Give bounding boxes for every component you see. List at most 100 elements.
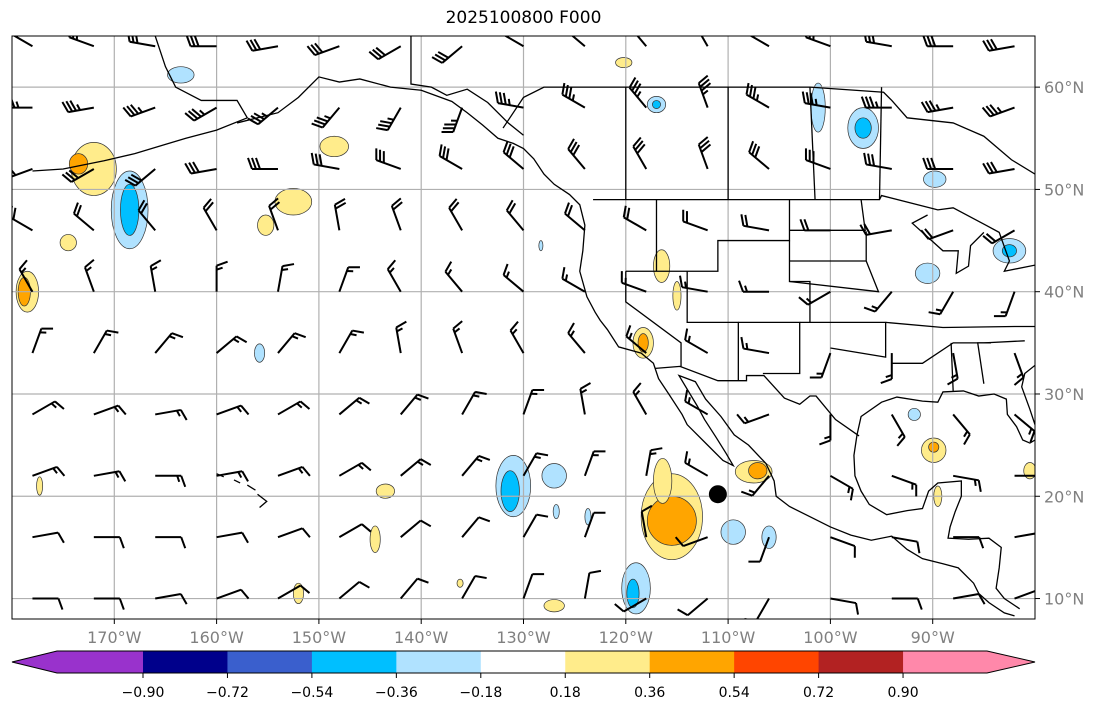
colorbar-segment bbox=[903, 651, 988, 673]
coastline bbox=[799, 321, 887, 358]
wind-barb bbox=[682, 209, 708, 232]
wind-barb bbox=[137, 199, 156, 231]
wind-barb bbox=[982, 38, 1015, 52]
wind-barb bbox=[583, 450, 606, 477]
wind-barb bbox=[494, 91, 524, 109]
wind-barb bbox=[124, 168, 156, 187]
wind-barb bbox=[564, 202, 586, 232]
lon-tick-label: 120°W bbox=[599, 628, 654, 647]
wind-barb bbox=[522, 573, 545, 599]
coastline bbox=[911, 214, 985, 275]
wind-barb bbox=[386, 259, 402, 293]
wind-barb bbox=[155, 593, 188, 605]
wind-barb bbox=[830, 597, 860, 615]
contour-region bbox=[1001, 244, 1017, 258]
contour-region bbox=[543, 599, 565, 613]
coastline bbox=[502, 86, 1035, 175]
coastline bbox=[738, 321, 801, 375]
wind-barb bbox=[399, 577, 429, 600]
wind-barb bbox=[804, 148, 831, 170]
wind-barb bbox=[628, 77, 648, 109]
wind-barb bbox=[509, 320, 525, 354]
wind-barb bbox=[155, 536, 187, 549]
wind-barb bbox=[400, 519, 432, 538]
wind-barb bbox=[740, 475, 770, 497]
wind-barb bbox=[247, 106, 279, 126]
wind-barb bbox=[72, 202, 95, 232]
wind-barb bbox=[982, 161, 1015, 175]
contour-region bbox=[167, 66, 195, 84]
wind-barb bbox=[830, 536, 856, 558]
wind-barb bbox=[395, 320, 407, 354]
wind-barb bbox=[306, 42, 340, 57]
contour-region bbox=[615, 57, 633, 69]
wind-barb bbox=[522, 513, 549, 538]
colorbar-tick-label: 0.72 bbox=[803, 685, 834, 701]
wind-barb bbox=[32, 531, 65, 544]
contour-region bbox=[1023, 462, 1035, 480]
coastline bbox=[655, 365, 860, 437]
wind-barb bbox=[804, 36, 831, 48]
wind-barb bbox=[61, 100, 95, 114]
contour-region bbox=[854, 117, 872, 139]
wind-barb bbox=[338, 580, 370, 600]
wind-barb bbox=[982, 229, 1016, 245]
contour-region bbox=[274, 188, 313, 216]
wind-barb bbox=[32, 465, 66, 477]
coastline bbox=[410, 36, 524, 136]
wind-barb bbox=[461, 390, 487, 415]
wind-barb bbox=[740, 214, 770, 232]
wind-barb bbox=[740, 336, 770, 355]
wind-barb bbox=[632, 382, 648, 415]
contour-region bbox=[626, 578, 640, 609]
wind-barb bbox=[68, 36, 95, 48]
wind-barb bbox=[819, 414, 832, 446]
lon-tick-label: 170°W bbox=[87, 628, 142, 647]
wind-barb bbox=[860, 96, 892, 109]
colorbar-segment bbox=[734, 651, 820, 673]
wind-barb bbox=[697, 74, 712, 108]
colorbar-extend-low bbox=[12, 651, 57, 673]
contour-region bbox=[59, 234, 77, 252]
colorbar-outline bbox=[11, 650, 1036, 674]
wind-barb bbox=[155, 408, 188, 421]
colorbar-tick-label: −0.54 bbox=[290, 685, 333, 701]
wind-barb bbox=[1013, 413, 1035, 443]
axis-ticks: 170°W 160°W 150°W 140°W 130°W 120°W 110°W 100°W… bbox=[87, 78, 1084, 647]
contour-region bbox=[653, 249, 671, 283]
wind-barb bbox=[640, 504, 653, 538]
contour-region bbox=[923, 170, 947, 188]
wind-barb bbox=[31, 327, 54, 354]
wind-barb bbox=[184, 106, 218, 122]
wind-barb bbox=[276, 263, 295, 292]
wind-barb bbox=[245, 38, 279, 52]
wind-barb bbox=[583, 569, 602, 599]
wind-barb bbox=[333, 198, 347, 231]
wind-barb bbox=[993, 291, 1016, 318]
wind-barb bbox=[376, 107, 402, 132]
wind-barb bbox=[438, 144, 463, 170]
wind-barb bbox=[798, 290, 831, 306]
wind-barb bbox=[583, 511, 606, 538]
map-title: 2025100800 F000 bbox=[445, 8, 602, 28]
colorbar-tick-label: −0.90 bbox=[122, 685, 165, 701]
wind-barb bbox=[561, 82, 586, 109]
coastline bbox=[809, 87, 816, 200]
wind-barb bbox=[215, 260, 228, 292]
contour-region bbox=[375, 483, 395, 499]
colorbar-tick-label: −0.18 bbox=[459, 685, 502, 701]
wind-barb bbox=[505, 199, 525, 231]
colorbar: −0.90 −0.72 −0.54 −0.36 −0.18 0.18 0.36 0.54 0.7… bbox=[11, 650, 1036, 701]
coastline bbox=[789, 199, 866, 231]
contour-region bbox=[720, 519, 746, 545]
wind-barb bbox=[155, 474, 187, 488]
coastline bbox=[257, 493, 268, 509]
colorbar-segment bbox=[649, 651, 735, 673]
coastline bbox=[878, 87, 883, 200]
location-marker bbox=[708, 485, 727, 504]
wind-barb bbox=[522, 389, 545, 415]
wind-barb bbox=[614, 597, 647, 613]
coastlines bbox=[32, 36, 1035, 617]
wind-barb bbox=[503, 36, 524, 48]
